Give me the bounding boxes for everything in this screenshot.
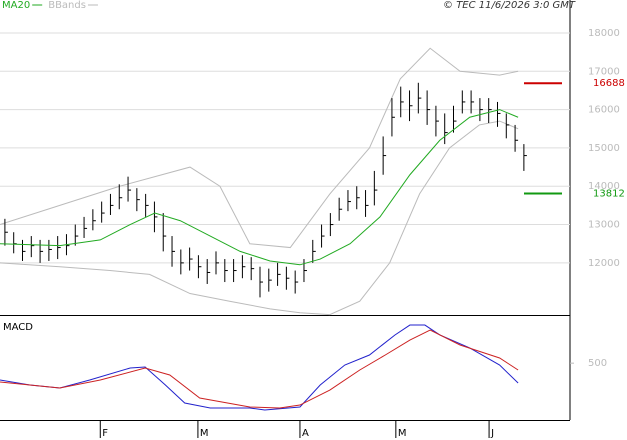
y-tick-label: 12000 <box>588 258 620 269</box>
y-tick-label: 13000 <box>588 220 620 231</box>
panel-title: MACD <box>3 322 33 333</box>
y-tick-label: 17000 <box>588 66 620 77</box>
y-tick-label: 15000 <box>588 143 620 154</box>
credit: © TEC 11/6/2026 3:0 GMT <box>443 0 576 11</box>
x-tick-label: M <box>200 428 209 439</box>
x-tick-label: M <box>398 428 407 439</box>
y-tick-label: 18000 <box>588 28 620 39</box>
y-tick-label: 16000 <box>588 105 620 116</box>
legend-label: BBands <box>48 0 86 11</box>
bollinger-band <box>0 120 519 316</box>
legend-label: MA20 <box>2 0 30 11</box>
level-label: 16688 <box>593 78 625 89</box>
ma-line <box>0 109 519 266</box>
y-tick-label: 500 <box>588 358 607 369</box>
x-tick-label: F <box>102 428 108 439</box>
bollinger-band <box>0 47 519 249</box>
y-tick-label: 14000 <box>588 181 620 192</box>
macd-line <box>0 329 519 409</box>
macd-line <box>0 324 519 411</box>
level-label: 13812 <box>593 188 625 199</box>
x-tick-label: A <box>302 428 309 439</box>
x-tick-label: J <box>490 428 494 439</box>
